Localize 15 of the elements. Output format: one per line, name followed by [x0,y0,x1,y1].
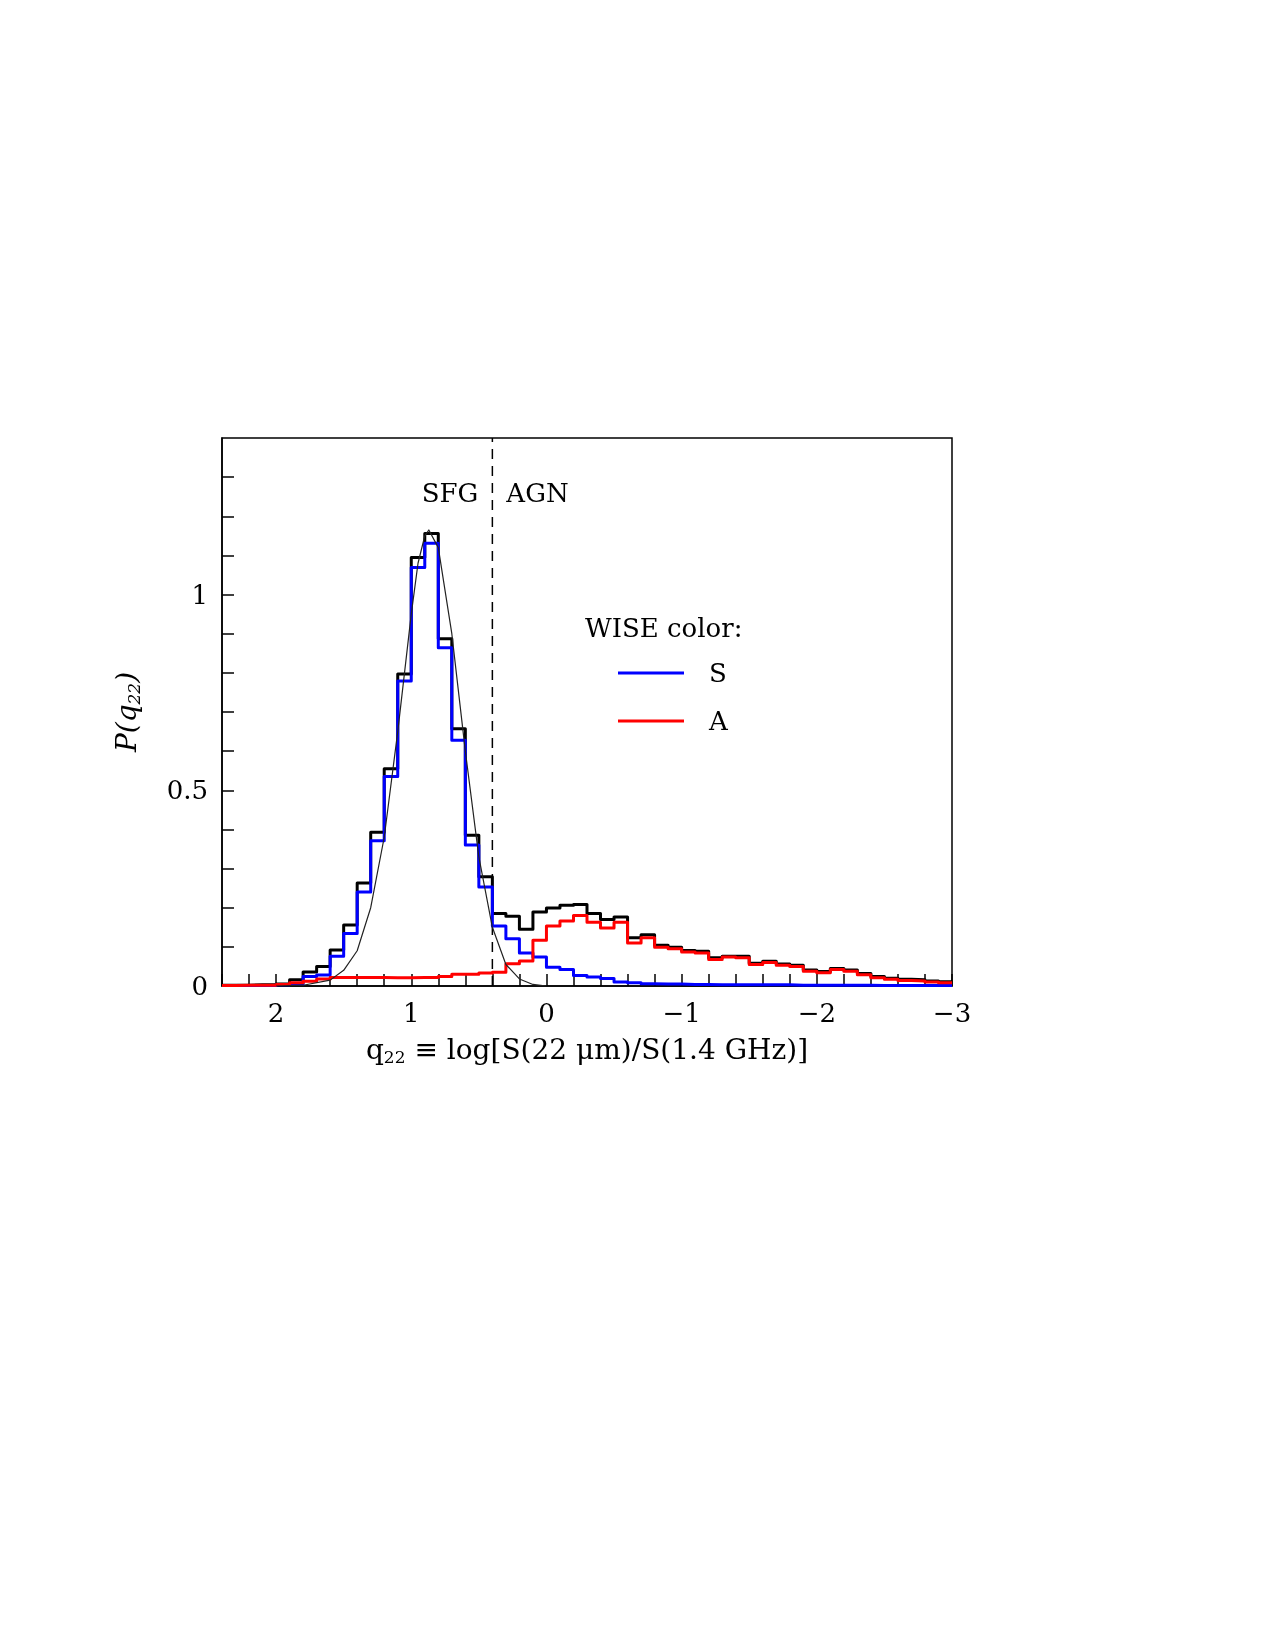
annotation: AGN [505,478,569,508]
x-tick-label: −2 [797,998,836,1028]
x-tick-label: 0 [538,998,555,1028]
y-axis-title: P(q22) [110,671,144,754]
x-tick-label: −1 [662,998,701,1028]
legend-label: A [708,706,729,736]
y-tick-label: 0 [191,971,208,1001]
y-tick-label: 1 [191,579,208,610]
x-tick-label: 1 [402,998,420,1028]
y-tick-label: 0.5 [166,775,208,806]
annotation: SFG [421,478,479,508]
x-tick-label: −3 [932,998,972,1028]
legend-title: WISE color: [585,613,743,643]
x-tick-label: 2 [267,998,285,1028]
legend-label: S [709,658,727,688]
